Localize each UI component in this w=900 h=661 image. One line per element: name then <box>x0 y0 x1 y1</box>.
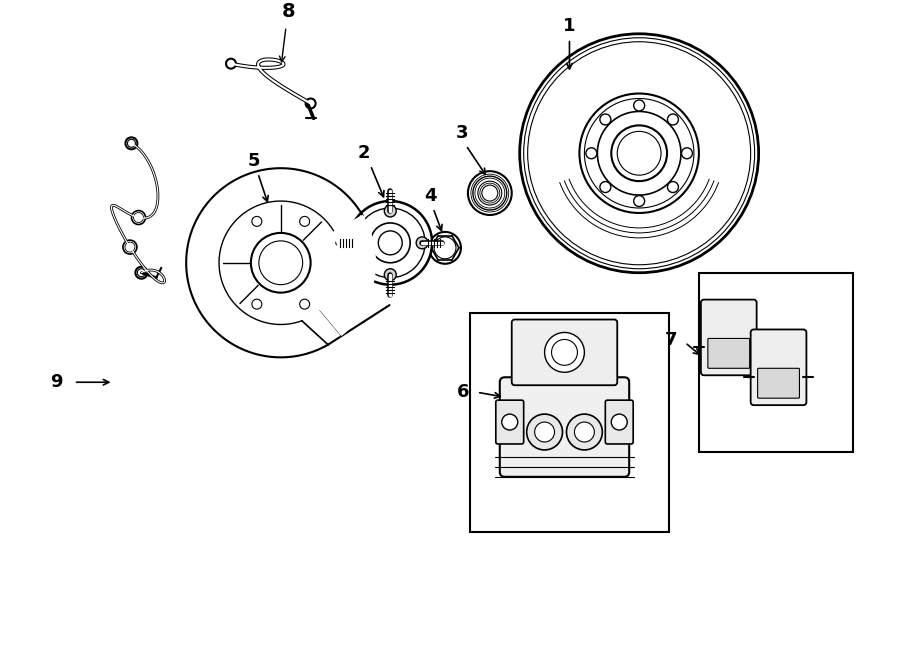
Circle shape <box>535 422 554 442</box>
Circle shape <box>617 132 662 175</box>
Circle shape <box>600 114 611 125</box>
Circle shape <box>123 240 137 254</box>
Circle shape <box>131 211 146 225</box>
Circle shape <box>384 205 396 217</box>
Text: 1: 1 <box>563 17 576 35</box>
Circle shape <box>681 148 692 159</box>
FancyBboxPatch shape <box>606 400 634 444</box>
FancyBboxPatch shape <box>708 338 750 368</box>
Circle shape <box>429 232 461 264</box>
Circle shape <box>478 181 502 205</box>
Text: 7: 7 <box>665 331 678 350</box>
Circle shape <box>356 208 425 278</box>
Circle shape <box>434 237 456 259</box>
Circle shape <box>300 299 310 309</box>
Circle shape <box>125 242 135 252</box>
FancyBboxPatch shape <box>751 329 806 405</box>
Circle shape <box>668 182 679 192</box>
Text: 5: 5 <box>248 152 260 171</box>
Circle shape <box>668 114 679 125</box>
Circle shape <box>416 237 428 249</box>
Circle shape <box>580 93 699 213</box>
Circle shape <box>138 269 146 277</box>
Circle shape <box>226 59 236 69</box>
FancyBboxPatch shape <box>701 299 757 375</box>
Circle shape <box>524 38 754 269</box>
Circle shape <box>527 42 751 265</box>
Circle shape <box>566 414 602 450</box>
Circle shape <box>519 34 759 273</box>
Text: 8: 8 <box>283 2 296 21</box>
Circle shape <box>502 414 518 430</box>
Text: 2: 2 <box>357 144 370 162</box>
Text: 9: 9 <box>50 373 63 391</box>
Text: 6: 6 <box>456 383 469 401</box>
Circle shape <box>526 414 562 450</box>
FancyBboxPatch shape <box>470 313 669 531</box>
Circle shape <box>251 233 310 293</box>
Circle shape <box>125 137 138 149</box>
Circle shape <box>252 216 262 226</box>
Circle shape <box>544 332 584 372</box>
FancyBboxPatch shape <box>500 377 629 477</box>
Circle shape <box>468 171 512 215</box>
Circle shape <box>300 216 310 226</box>
Circle shape <box>482 185 498 201</box>
Circle shape <box>259 241 302 285</box>
Circle shape <box>574 422 594 442</box>
Circle shape <box>472 176 507 210</box>
Circle shape <box>598 112 681 195</box>
Circle shape <box>353 237 364 249</box>
FancyBboxPatch shape <box>699 273 853 452</box>
Circle shape <box>252 299 262 309</box>
Polygon shape <box>320 215 375 335</box>
Text: 3: 3 <box>455 124 468 142</box>
Circle shape <box>634 100 644 111</box>
Circle shape <box>128 139 135 147</box>
Circle shape <box>133 213 143 223</box>
Circle shape <box>584 98 694 208</box>
FancyBboxPatch shape <box>512 319 617 385</box>
Circle shape <box>371 223 410 263</box>
FancyBboxPatch shape <box>496 400 524 444</box>
Circle shape <box>611 126 667 181</box>
Circle shape <box>611 414 627 430</box>
Circle shape <box>348 201 432 285</box>
Circle shape <box>552 340 578 366</box>
FancyBboxPatch shape <box>758 368 799 398</box>
Circle shape <box>384 269 396 281</box>
Circle shape <box>378 231 402 254</box>
Circle shape <box>634 196 644 206</box>
Circle shape <box>600 182 611 192</box>
Text: 4: 4 <box>424 187 436 205</box>
Circle shape <box>306 98 316 108</box>
Circle shape <box>135 267 148 279</box>
Circle shape <box>586 148 597 159</box>
